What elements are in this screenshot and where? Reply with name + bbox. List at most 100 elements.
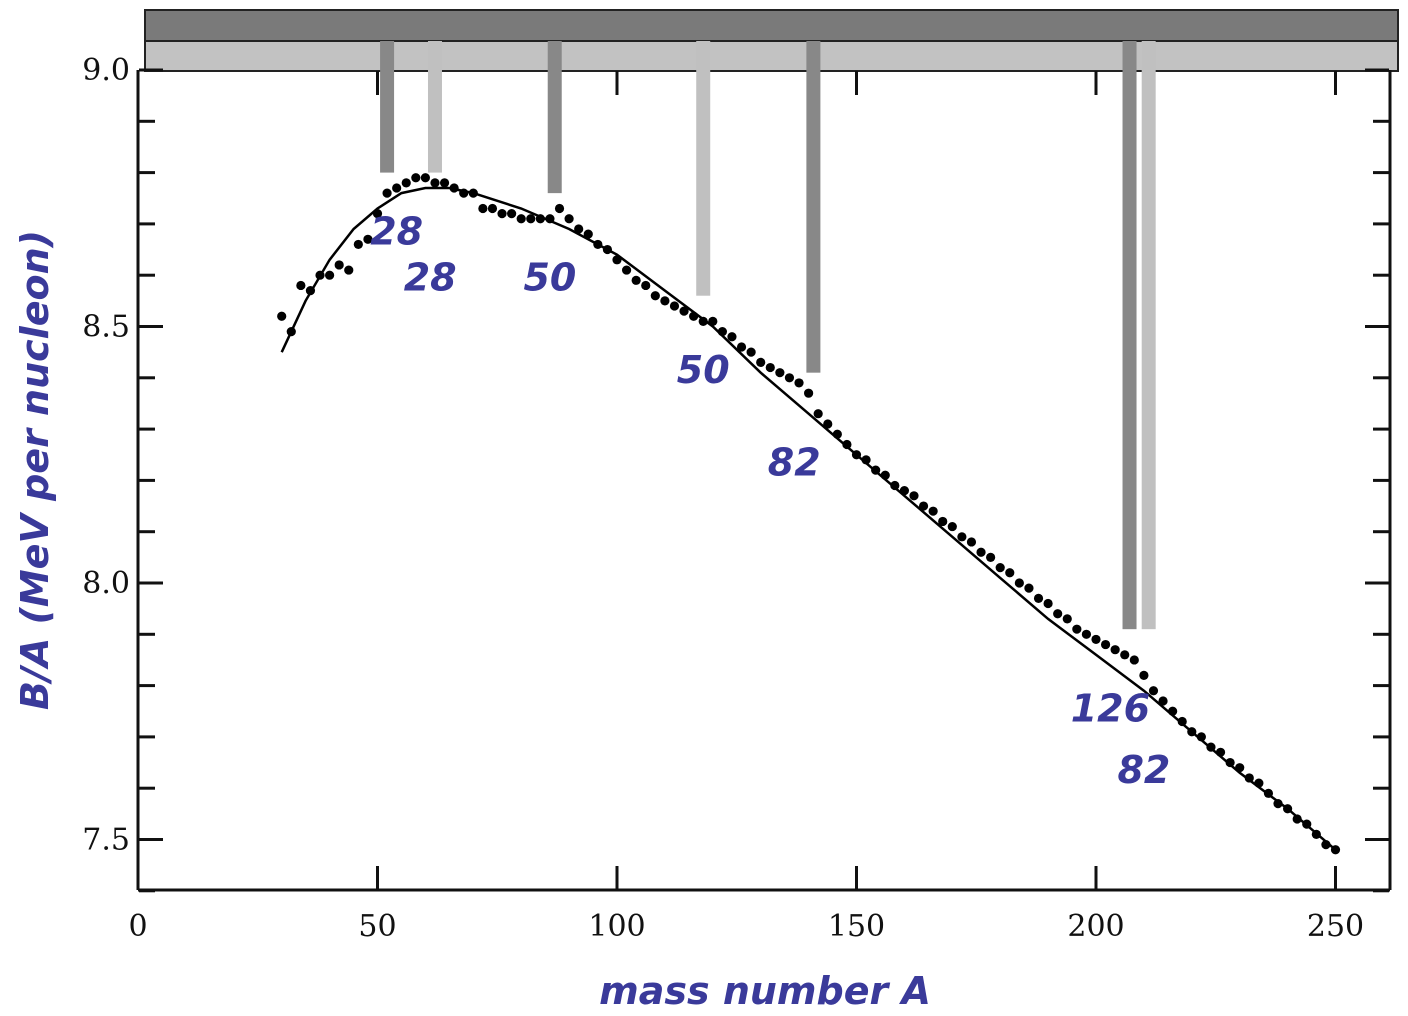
data-point xyxy=(1244,773,1254,783)
fit-curve-layer xyxy=(280,186,1337,851)
y-tick-label: 9.0 xyxy=(82,53,130,88)
top-band-dark xyxy=(144,9,1399,42)
data-point xyxy=(621,265,632,275)
data-point xyxy=(1091,634,1101,645)
data-point xyxy=(736,342,747,352)
data-point xyxy=(1148,686,1159,696)
data-point xyxy=(794,378,804,388)
data-point xyxy=(717,327,727,337)
data-point xyxy=(679,306,689,316)
top-band xyxy=(144,9,1399,72)
data-point xyxy=(353,239,363,250)
x-axis-title: mass number A xyxy=(599,969,931,1013)
data-point xyxy=(986,552,996,562)
magic-number-label: 28 xyxy=(370,209,423,253)
data-point xyxy=(938,516,948,527)
data-point xyxy=(1110,645,1120,655)
data-point xyxy=(880,470,890,480)
data-point xyxy=(1177,716,1187,727)
data-point xyxy=(420,173,430,183)
neutron-magic-bar xyxy=(806,41,821,373)
data-point xyxy=(899,486,910,496)
data-point xyxy=(1311,829,1321,839)
y-axis-title: B/A (MeV per nucleon) xyxy=(13,230,57,710)
data-point xyxy=(535,214,545,224)
data-point xyxy=(334,260,344,270)
data-point xyxy=(947,521,957,532)
proton-magic-bar xyxy=(1141,41,1156,630)
data-point xyxy=(401,178,411,188)
data-point xyxy=(909,491,919,501)
axis-ticks: 0 50 100 150 200 250 7.5 8.0 8.5 9.0 xyxy=(82,53,1389,944)
x-tick-label: 100 xyxy=(588,909,645,944)
data-point xyxy=(1283,804,1293,814)
data-point xyxy=(976,547,986,557)
data-point xyxy=(689,311,699,321)
neutron-magic-bar xyxy=(547,41,562,194)
data-point xyxy=(593,239,603,250)
data-point xyxy=(325,270,335,280)
data-point xyxy=(1081,629,1092,639)
data-point xyxy=(1321,840,1331,850)
y-tick-label: 8.0 xyxy=(82,566,130,601)
data-point xyxy=(1072,624,1082,634)
data-point xyxy=(468,188,478,198)
data-point xyxy=(1263,788,1274,798)
data-point xyxy=(411,173,421,183)
data-point xyxy=(727,332,737,342)
data-point xyxy=(1273,798,1283,809)
magic-number-label: 28 xyxy=(404,256,457,300)
magic-number-label: 50 xyxy=(677,348,730,392)
data-point xyxy=(382,188,392,198)
x-tick-label: 50 xyxy=(358,909,396,944)
data-point xyxy=(641,280,651,291)
data-point xyxy=(756,357,766,368)
data-point xyxy=(516,214,526,224)
data-point xyxy=(957,532,967,542)
neutron-magic-bar xyxy=(380,41,395,173)
data-point xyxy=(966,537,977,547)
data-point xyxy=(1292,814,1302,824)
data-point xyxy=(1053,609,1063,619)
data-point xyxy=(554,203,565,214)
plot-axes xyxy=(136,70,1392,892)
data-point xyxy=(296,280,306,291)
data-point xyxy=(478,203,488,214)
magic-number-label: 50 xyxy=(523,256,576,300)
data-points xyxy=(277,173,1341,855)
data-point xyxy=(813,409,823,419)
data-point xyxy=(487,203,498,214)
data-point xyxy=(1024,583,1034,593)
data-point xyxy=(1206,742,1216,752)
data-point xyxy=(1043,598,1053,609)
data-point xyxy=(564,214,574,224)
data-point xyxy=(392,183,402,193)
data-point xyxy=(823,419,833,429)
data-point xyxy=(1302,819,1312,829)
data-point xyxy=(1005,568,1015,578)
data-point xyxy=(315,270,325,280)
magic-number-label: 82 xyxy=(768,440,821,484)
data-point xyxy=(660,296,670,306)
data-point xyxy=(305,285,316,296)
data-point xyxy=(507,209,517,219)
data-point xyxy=(1100,639,1111,650)
data-point xyxy=(1033,593,1044,603)
proton-magic-bar xyxy=(696,41,711,296)
magic-number-bars xyxy=(380,41,1156,630)
x-tick-label: 250 xyxy=(1307,909,1364,944)
data-point xyxy=(1235,763,1245,773)
data-point xyxy=(861,455,871,465)
data-point xyxy=(851,450,862,460)
data-point xyxy=(583,229,593,239)
data-point xyxy=(1014,578,1024,588)
magic-number-label: 82 xyxy=(1117,748,1170,792)
top-band-light xyxy=(144,40,1399,72)
data-point xyxy=(439,178,450,188)
data-point xyxy=(449,183,459,193)
data-point xyxy=(1215,747,1226,757)
data-point xyxy=(277,311,287,321)
data-point xyxy=(1158,696,1168,706)
